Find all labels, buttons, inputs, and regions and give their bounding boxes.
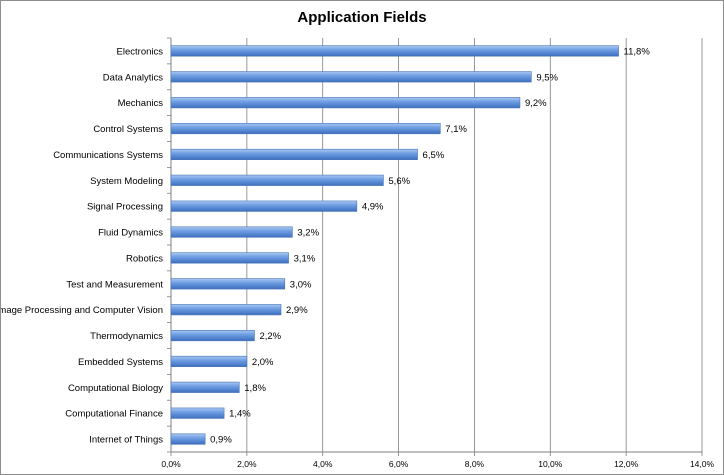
category-label: Fluid Dynamics — [98, 228, 163, 239]
bar — [170, 200, 358, 212]
category-label: Communications Systems — [53, 150, 163, 161]
bar — [170, 71, 532, 83]
data-label: 4,9% — [362, 202, 384, 213]
x-tick-label: 8,0% — [465, 459, 485, 469]
bar — [170, 97, 521, 109]
category-label: Computational Finance — [65, 409, 163, 420]
bar — [170, 278, 286, 290]
category-label: Computational Biology — [68, 383, 163, 394]
bar — [170, 123, 441, 135]
x-tick-label: 0,0% — [161, 459, 181, 469]
data-label: 9,5% — [536, 72, 558, 83]
category-label: Thermodynamics — [90, 331, 163, 342]
data-label: 3,1% — [294, 253, 316, 264]
category-label: Mechanics — [118, 98, 164, 109]
category-label: Robotics — [126, 253, 163, 264]
category-label: System Modeling — [90, 176, 163, 187]
data-label: 1,4% — [229, 409, 251, 420]
bar — [170, 226, 293, 238]
data-label: 1,8% — [244, 383, 266, 394]
category-label: Image Processing and Computer Vision — [1, 305, 163, 316]
data-label: 5,6% — [388, 176, 410, 187]
data-label: 2,2% — [259, 331, 281, 342]
x-tick-label: 4,0% — [313, 459, 333, 469]
x-tick-label: 14,0% — [690, 459, 715, 469]
labels: 0,0% 2,0% 4,0% 6,0% 8,0% 10,0% 12,0% 14,0% Elect… — [1, 46, 714, 469]
data-label: 7,1% — [445, 124, 467, 135]
data-label: 3,2% — [297, 228, 319, 239]
bar — [170, 45, 619, 57]
bar — [170, 407, 225, 419]
bar — [170, 148, 418, 160]
data-label: 3,0% — [290, 279, 312, 290]
gridlines — [246, 38, 703, 452]
category-label: Test and Measurement — [66, 279, 163, 290]
bars — [170, 45, 619, 445]
data-label: 2,0% — [252, 357, 274, 368]
data-label: 6,5% — [423, 150, 445, 161]
data-label: 0,9% — [210, 435, 232, 446]
x-tick-label: 6,0% — [389, 459, 409, 469]
bar — [170, 433, 206, 445]
bar — [170, 174, 384, 186]
data-label: 11,8% — [624, 46, 651, 57]
category-label: Electronics — [117, 46, 164, 57]
category-label: Embedded Systems — [78, 357, 163, 368]
bar — [170, 330, 255, 342]
x-tick-label: 12,0% — [614, 459, 639, 469]
bar — [170, 355, 248, 367]
category-label: Data Analytics — [103, 72, 163, 83]
x-tick-label: 2,0% — [237, 459, 257, 469]
category-label: Signal Processing — [87, 202, 163, 213]
category-label: Internet of Things — [89, 435, 163, 446]
data-label: 2,9% — [286, 305, 308, 316]
bar — [170, 304, 282, 316]
bar — [170, 381, 240, 393]
bar — [170, 252, 289, 264]
data-label: 9,2% — [525, 98, 547, 109]
x-tick-label: 10,0% — [538, 459, 563, 469]
chart-title: Application Fields — [297, 9, 427, 26]
category-label: Control Systems — [93, 124, 163, 135]
